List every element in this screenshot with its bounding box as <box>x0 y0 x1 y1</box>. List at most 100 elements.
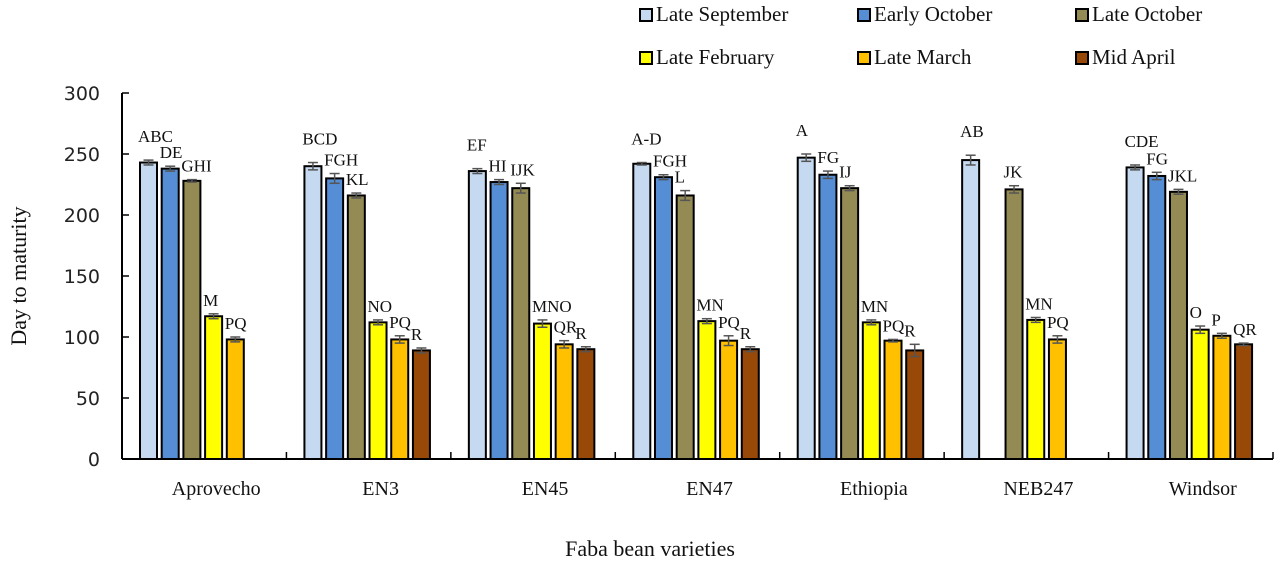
x-tick-label: Ethiopia <box>840 478 908 500</box>
significance-label: PQ <box>718 313 740 332</box>
significance-label: P <box>1211 310 1220 329</box>
bar <box>182 179 202 460</box>
significance-label: BCD <box>302 130 337 149</box>
y-tick-label: 0 <box>88 449 100 471</box>
significance-label: FG <box>817 148 839 167</box>
significance-label: CDE <box>1125 132 1159 151</box>
legend-swatch <box>639 8 653 22</box>
significance-label: ABC <box>138 127 173 146</box>
legend-label: Early October <box>874 2 992 26</box>
bar <box>632 162 652 460</box>
y-axis: 0 50 100 150 200 250 300 <box>64 83 129 471</box>
bar <box>225 338 245 460</box>
legend-item: Mid April <box>1075 45 1176 69</box>
x-tick-label: EN47 <box>686 478 733 500</box>
significance-label: MN <box>861 297 888 316</box>
significance-label: FGH <box>324 151 358 170</box>
bar <box>740 348 760 461</box>
significance-label: PQ <box>1047 313 1069 332</box>
bar <box>303 165 323 460</box>
bar <box>1234 343 1254 461</box>
legend-swatch <box>857 51 871 65</box>
legend-item: Late September <box>639 2 788 26</box>
legend-label: Late March <box>874 45 972 69</box>
significance-label: JK <box>1004 163 1024 182</box>
significance-label: MN <box>696 296 723 315</box>
bar <box>1147 174 1167 461</box>
significance-label: KL <box>346 170 369 189</box>
legend-swatch <box>1075 51 1089 65</box>
bar <box>554 343 574 461</box>
significance-label: A <box>796 121 809 140</box>
y-tick-label: 50 <box>76 388 100 410</box>
significance-label: PQ <box>883 316 905 335</box>
y-axis-title: Day to maturity <box>6 206 31 345</box>
bar <box>796 156 816 460</box>
significance-label: QR <box>554 318 578 337</box>
legend-item: Late February <box>639 45 775 69</box>
bar <box>1047 338 1067 460</box>
y-tick-label: 300 <box>64 83 100 105</box>
significance-label: MN <box>1025 294 1052 313</box>
significance-label: DE <box>160 143 183 162</box>
bar <box>532 322 552 460</box>
bar <box>511 187 531 460</box>
significance-label: R <box>575 324 587 343</box>
significance-label: GHI <box>181 157 212 176</box>
significance-label: EF <box>467 136 487 155</box>
y-tick-label: 200 <box>64 205 100 227</box>
significance-label: JKL <box>1168 166 1197 185</box>
x-axis-title: Faba bean varieties <box>565 536 735 561</box>
bar <box>653 176 673 460</box>
y-tick-label: 150 <box>64 266 100 288</box>
bar <box>697 320 717 461</box>
significance-label: FG <box>1146 149 1168 168</box>
legend-label: Late September <box>656 2 788 26</box>
significance-label: MNO <box>532 297 572 316</box>
significance-label: R <box>904 321 916 340</box>
bar <box>961 159 981 460</box>
bar <box>675 194 695 460</box>
significance-label: QR <box>1233 320 1257 339</box>
legend-item: Early October <box>857 2 992 26</box>
significance-label: O <box>1190 303 1202 322</box>
bar <box>1004 188 1024 460</box>
legend: Late September Early October Late October L… <box>639 2 1202 69</box>
bar <box>368 321 388 460</box>
significance-label: AB <box>960 122 984 141</box>
significance-label: L <box>675 168 685 187</box>
bar <box>1026 318 1046 461</box>
significance-label: R <box>411 325 423 344</box>
legend-label: Late October <box>1092 2 1202 26</box>
bar <box>346 194 366 460</box>
x-tick-label: EN3 <box>362 478 399 500</box>
significance-label: IJ <box>839 163 852 182</box>
bar <box>139 161 158 460</box>
y-tick-label: 100 <box>64 327 100 349</box>
significance-label: FGH <box>653 152 687 171</box>
bar <box>883 339 903 460</box>
y-tick-label: 250 <box>64 144 100 166</box>
significance-label: R <box>740 324 752 343</box>
bar <box>905 349 925 461</box>
bar <box>861 321 881 460</box>
bar <box>204 315 224 461</box>
significance-label: M <box>203 291 218 310</box>
bar <box>719 339 739 460</box>
bar <box>325 177 345 460</box>
legend-item: Late March <box>857 45 972 69</box>
legend-swatch <box>1075 8 1089 22</box>
bar <box>1168 190 1188 460</box>
bar <box>489 181 509 460</box>
legend-label: Mid April <box>1092 45 1176 69</box>
legend-item: Late October <box>1075 2 1202 26</box>
x-tick-label: NEB247 <box>1003 478 1073 500</box>
significance-label: HI <box>489 157 507 176</box>
